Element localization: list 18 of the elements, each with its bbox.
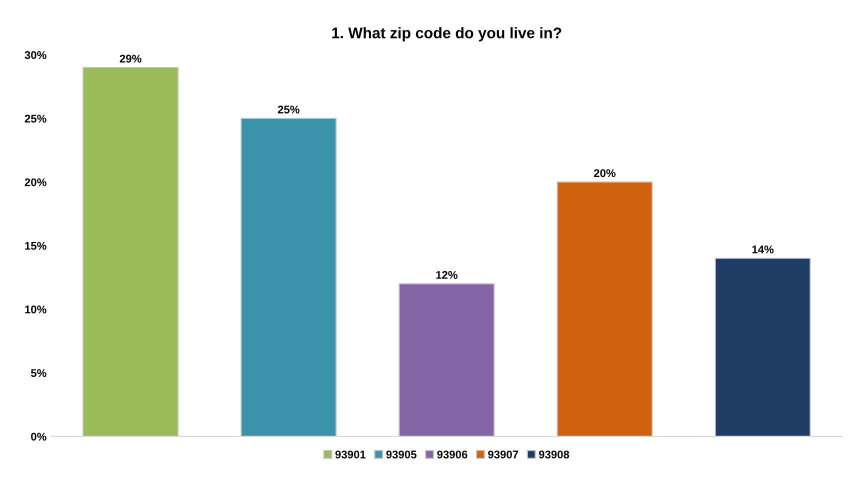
y-tick-label: 25%: [24, 114, 46, 123]
legend-label: 93908: [538, 450, 570, 458]
legend-label: 93905: [386, 450, 416, 458]
y-tick-label: 15%: [25, 242, 46, 250]
text: 20%: [594, 169, 616, 178]
y-tick-label: 10%: [25, 306, 46, 314]
y-tick-label: 20%: [24, 178, 46, 186]
y-tick-label: 5%: [30, 369, 46, 377]
legend-label: 93901: [335, 450, 366, 458]
y-tick-label: 0%: [31, 432, 46, 441]
text: 25%: [278, 106, 300, 114]
text: 29%: [120, 54, 142, 63]
y-tick-label: 30%: [24, 51, 46, 60]
text: 14%: [752, 246, 774, 254]
chart-title: 1. What zip code do you live in?: [332, 27, 562, 42]
text: 12%: [436, 270, 458, 279]
legend-label: 93906: [437, 450, 468, 458]
legend-label: 93907: [488, 450, 518, 458]
